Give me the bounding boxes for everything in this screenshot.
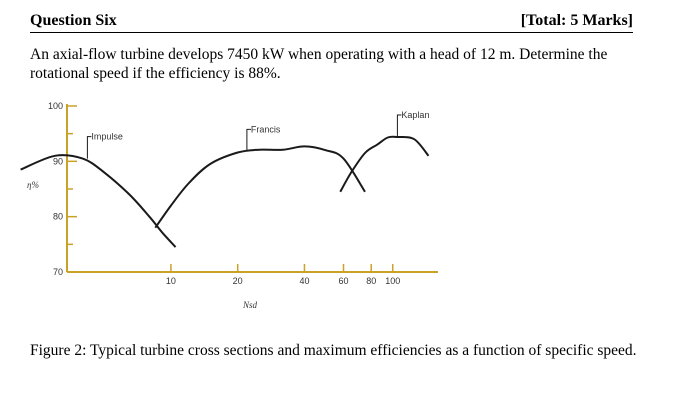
- chart-ticks: 100 90 80 70 10 20 40 60 80 100: [48, 101, 400, 286]
- kaplan-leader: [396, 114, 402, 137]
- y-tick-label: 100: [48, 101, 63, 111]
- impulse-leader: [86, 136, 92, 159]
- kaplan-curve: [339, 135, 430, 193]
- y-tick-label: 80: [53, 212, 63, 222]
- x-axis-title: Nsd: [242, 300, 258, 310]
- x-tick-label: 20: [233, 276, 243, 286]
- impulse-label: Impulse: [91, 132, 123, 142]
- question-title: Question Six: [30, 12, 117, 29]
- francis-label: Francis: [251, 124, 281, 134]
- efficiency-chart: 100 90 80 70 10 20 40 60 80 100 η% Nsd Impulse Franc…: [20, 101, 438, 310]
- chart-curves: [20, 135, 430, 248]
- x-tick-label: 60: [339, 276, 349, 286]
- y-tick-label: 90: [53, 156, 63, 166]
- y-tick-label: 70: [53, 267, 63, 277]
- x-tick-label: 100: [385, 276, 400, 286]
- francis-curve: [154, 145, 366, 229]
- total-marks: [Total: 5 Marks]: [520, 12, 633, 29]
- question-header: Question Six [Total: 5 Marks]: [30, 10, 633, 33]
- x-tick-label: 80: [366, 276, 376, 286]
- impulse-curve: [20, 154, 177, 248]
- francis-leader: [246, 128, 251, 152]
- x-tick-label: 10: [166, 276, 176, 286]
- kaplan-label: Kaplan: [401, 110, 429, 120]
- question-text: An axial-flow turbine develops 7450 kW w…: [30, 46, 608, 82]
- chart-labels: η% Nsd Impulse Francis Kaplan: [27, 110, 429, 310]
- y-axis-title: η%: [27, 180, 39, 190]
- x-tick-label: 40: [299, 276, 309, 286]
- figure-caption: Figure 2: Typical turbine cross sections…: [30, 342, 637, 359]
